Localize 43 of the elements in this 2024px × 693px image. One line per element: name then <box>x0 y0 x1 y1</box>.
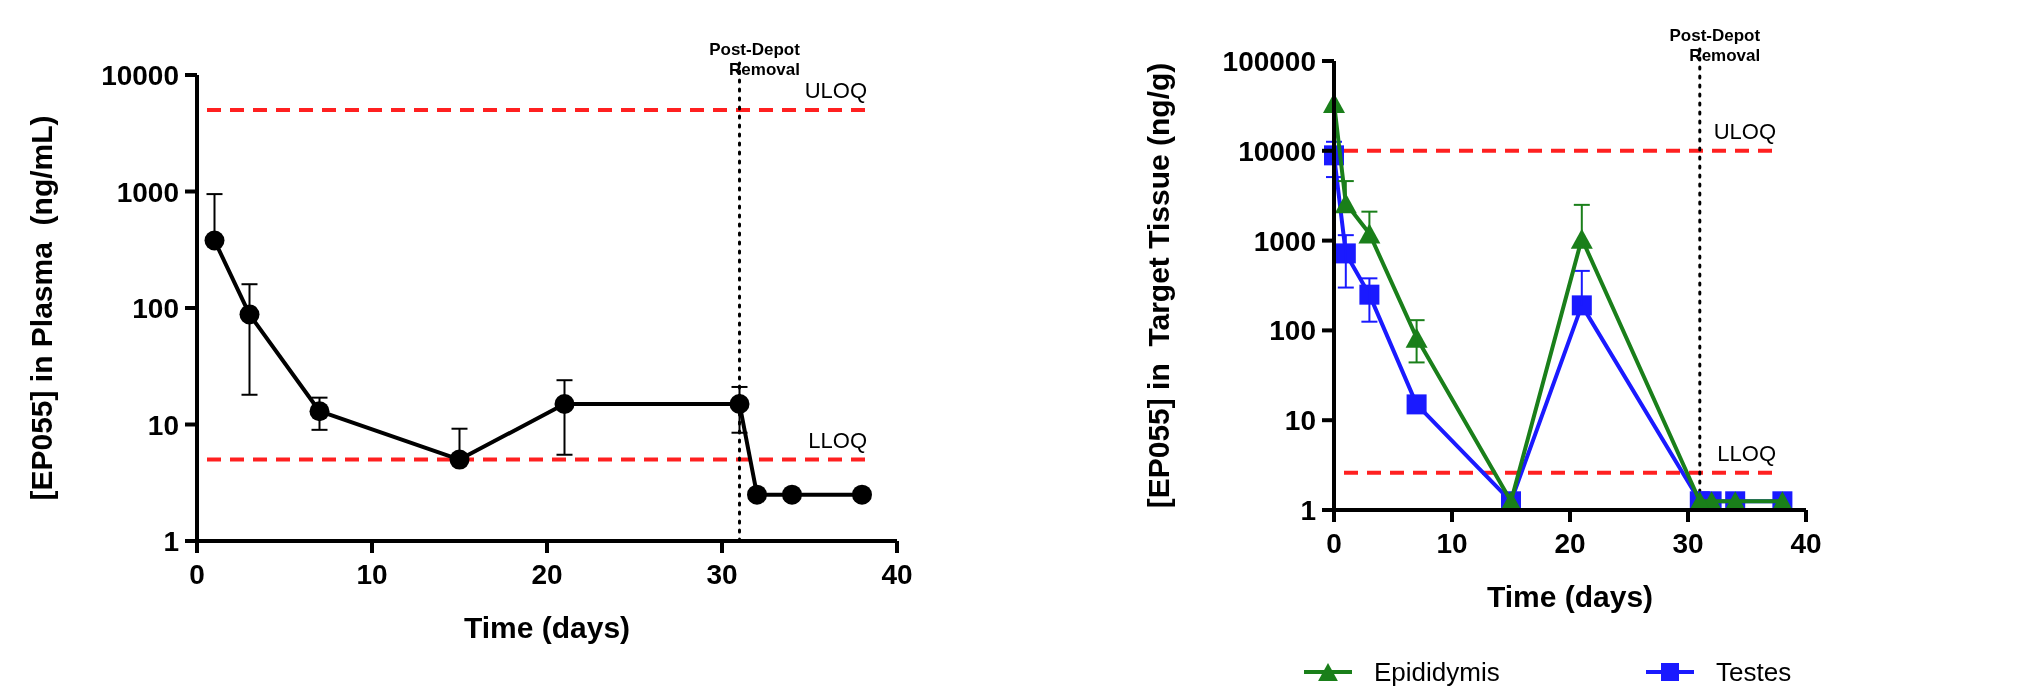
point <box>782 484 802 505</box>
legend-label: Testes <box>1716 657 1792 687</box>
point <box>747 484 767 505</box>
ref-line-label: LLOQ <box>808 427 867 453</box>
x-tick-label: 20 <box>531 559 563 590</box>
y-tick-label: 1 <box>1300 495 1316 526</box>
point <box>449 449 470 470</box>
point <box>1570 228 1593 249</box>
ref-line-label: LLOQ <box>1717 440 1776 466</box>
point <box>1571 295 1592 316</box>
point <box>204 230 225 251</box>
y-tick-label: 100000 <box>1222 46 1316 77</box>
y-axis-title: [EP055] in Plasma (ng/mL) <box>25 115 58 501</box>
point <box>1406 394 1427 415</box>
y-tick-label: 100 <box>132 293 179 324</box>
y-tick-label: 1000 <box>116 176 179 208</box>
x-tick-label: 20 <box>1554 528 1586 559</box>
x-tick-label: 30 <box>706 559 738 590</box>
x-tick-label: 40 <box>1790 528 1822 559</box>
x-tick-label: 10 <box>356 559 388 590</box>
ref-line-label: ULOQ <box>804 78 867 104</box>
x-axis-title: Time (days) <box>1486 580 1654 613</box>
x-tick-label: 30 <box>1672 528 1704 559</box>
y-tick-label: 1 <box>163 526 179 557</box>
y-tick-label: 10 <box>1284 405 1316 437</box>
y-tick-label: 10000 <box>101 60 179 91</box>
x-axis-title: Time (days) <box>463 611 631 644</box>
x-tick-label: 0 <box>189 559 205 590</box>
ref-line-label: Post-Depot Removal <box>709 40 801 79</box>
y-axis-title: [EP055] in Target Tissue (ng/g) <box>1142 62 1175 509</box>
ref-line-label: ULOQ <box>1713 118 1776 144</box>
x-tick-label: 40 <box>881 559 913 590</box>
legend-label: Epididymis <box>1374 657 1500 687</box>
point <box>1335 243 1356 264</box>
y-tick-label: 1000 <box>1253 225 1316 257</box>
y-tick-label: 10000 <box>1238 135 1316 167</box>
y-tick-label: 100 <box>1269 315 1316 347</box>
ref-line-label: Post-Depot Removal <box>1669 26 1761 65</box>
y-tick-label: 10 <box>147 409 179 441</box>
x-tick-label: 0 <box>1326 528 1342 559</box>
x-tick-label: 10 <box>1436 528 1468 559</box>
point <box>852 484 872 505</box>
point <box>1359 284 1380 305</box>
